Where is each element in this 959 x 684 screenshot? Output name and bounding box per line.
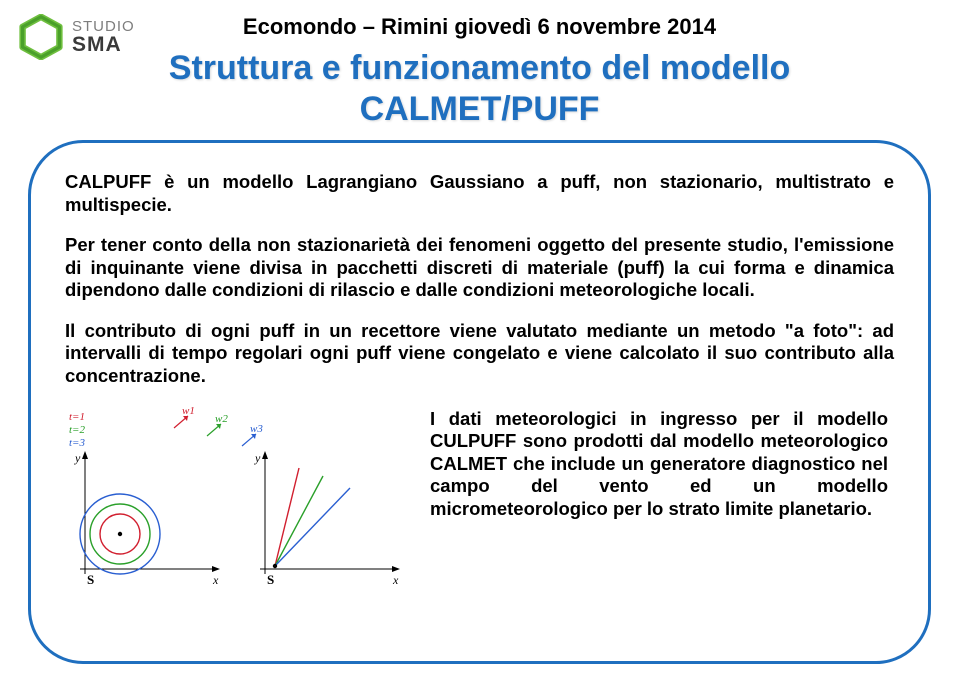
svg-text:w3: w3 (250, 423, 263, 435)
paragraph-right: I dati meteorologici in ingresso per il … (430, 406, 894, 596)
svg-text:w1: w1 (182, 406, 195, 417)
main-title: Struttura e funzionamento del modello CA… (0, 48, 959, 130)
puff-diagram: t=1t=2t=3 w1 w2 w3 y x Sy x S (65, 406, 410, 596)
svg-text:t=2: t=2 (69, 424, 85, 436)
svg-text:S: S (267, 572, 274, 587)
svg-text:x: x (212, 573, 219, 587)
header-date: Ecomondo – Rimini giovedì 6 novembre 201… (0, 14, 959, 40)
svg-text:S: S (87, 572, 94, 587)
svg-text:x: x (392, 573, 399, 587)
title-line-2: CALMET/PUFF (360, 90, 600, 128)
svg-text:t=1: t=1 (69, 411, 85, 423)
svg-text:t=3: t=3 (69, 437, 85, 449)
svg-text:y: y (254, 451, 261, 465)
svg-text:y: y (74, 451, 81, 465)
paragraph-1: CALPUFF è un modello Lagrangiano Gaussia… (65, 171, 894, 216)
paragraph-2: Per tener conto della non stazionarietà … (65, 234, 894, 302)
svg-text:w2: w2 (215, 413, 228, 425)
content-frame: CALPUFF è un modello Lagrangiano Gaussia… (28, 140, 931, 664)
title-line-1: Struttura e funzionamento del modello (169, 49, 790, 87)
paragraph-3: Il contributo di ogni puff in un recetto… (65, 320, 894, 388)
lower-row: t=1t=2t=3 w1 w2 w3 y x Sy x S I dati meteorologi… (65, 406, 894, 596)
